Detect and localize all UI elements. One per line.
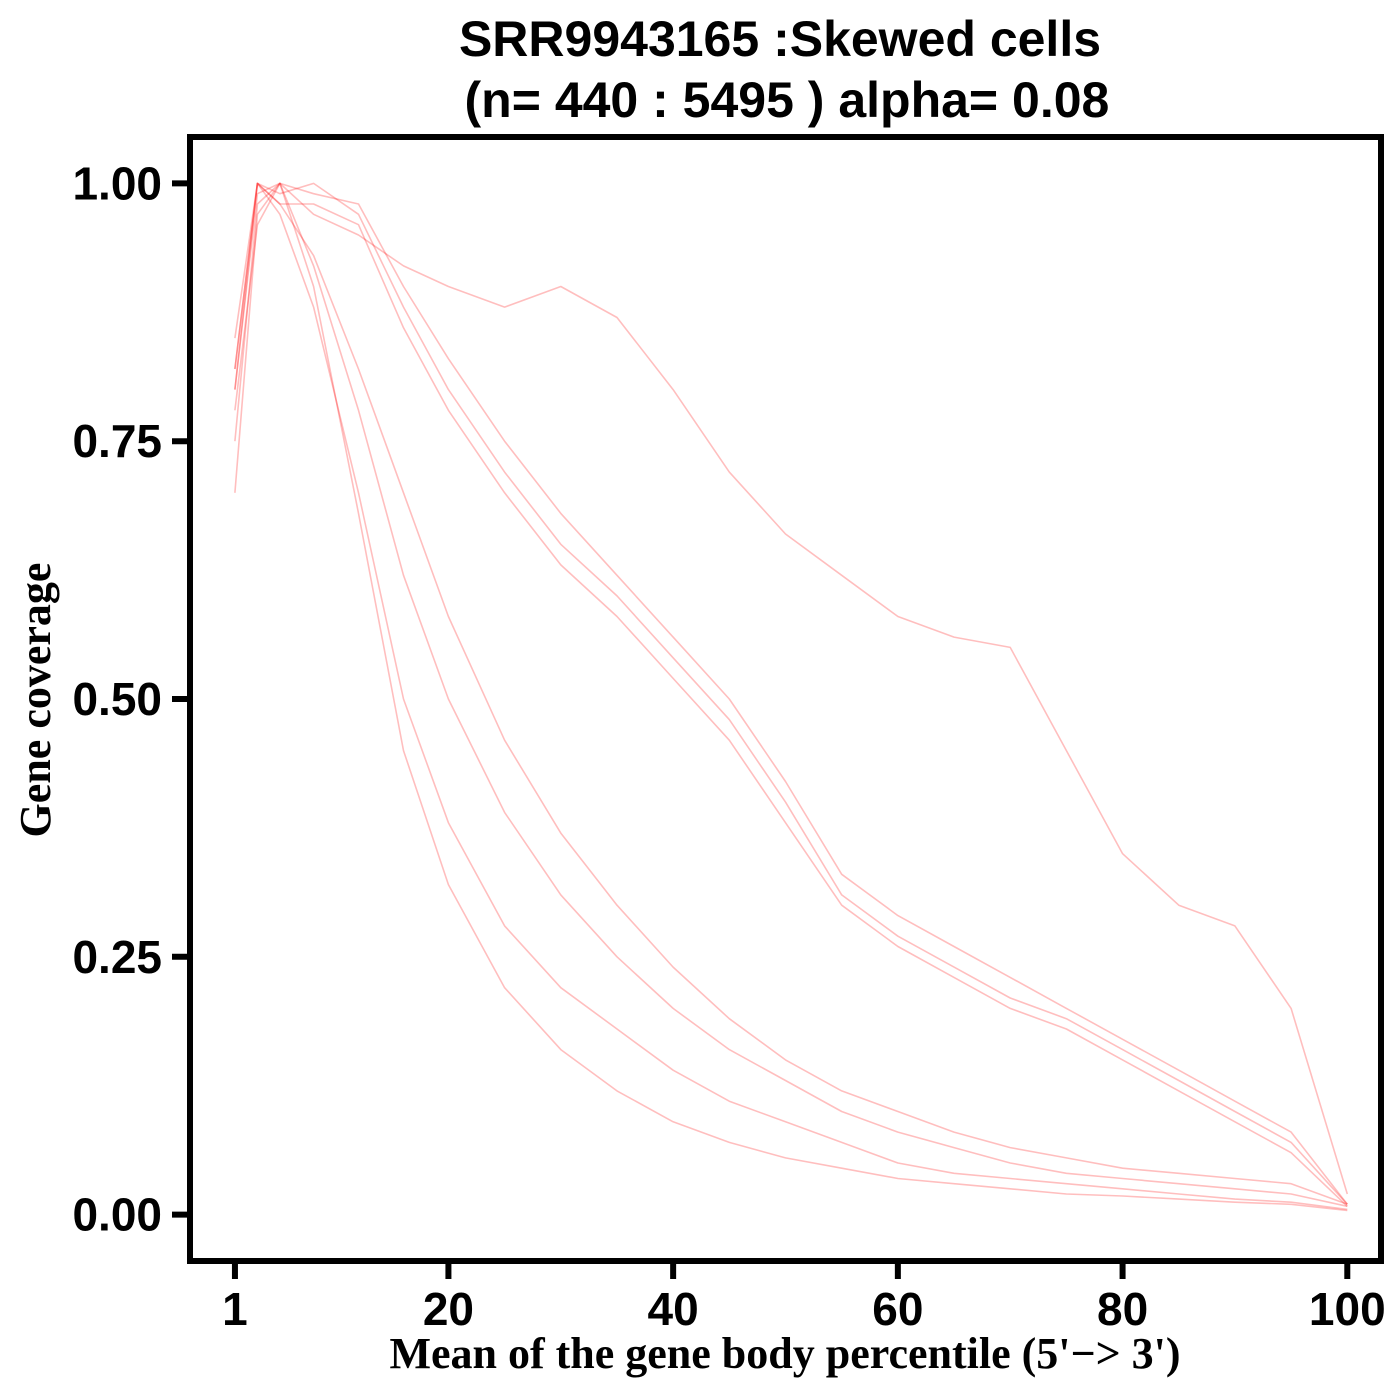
y-tick-label: 0.25 [72,931,162,983]
x-tick-label: 60 [872,1283,923,1335]
coverage-line-late-decay-5 [234,182,1348,1205]
y-tick-label: 1.00 [72,157,162,209]
x-tick-label: 1 [222,1283,248,1335]
coverage-line-early-decay-2 [234,182,1348,1208]
coverage-line-outlier-8 [234,182,1349,1195]
coverage-line-early-decay-4 [234,182,1348,1206]
x-axis: 1 20 40 60 80 100 [222,1261,1386,1335]
chart-title-line-2: (n= 440 : 5495 ) alpha= 0.08 [451,72,1110,128]
coverage-line-early-decay-3 [234,182,1348,1212]
x-tick-label: 40 [648,1283,699,1335]
coverage-line-late-decay-6 [234,182,1348,1205]
y-tick-label: 0.50 [72,673,162,725]
y-tick-label: 0.00 [72,1189,162,1241]
coverage-line-early-decay-1 [234,182,1348,1211]
y-axis-label: Gene coverage [11,563,60,838]
x-tick-label: 20 [423,1283,474,1335]
y-tick-label: 0.75 [72,415,162,467]
x-axis-label: Mean of the gene body percentile (5'−> 3… [389,1329,1180,1378]
chart-title-line-1: SRR9943165 :Skewed cells [459,11,1101,67]
y-axis: 0.00 0.25 0.50 0.75 1.00 [72,157,190,1241]
coverage-line-late-decay-7 [234,182,1348,1207]
x-tick-label: 80 [1097,1283,1148,1335]
coverage-lines [234,182,1349,1212]
plot-frame [187,134,1384,1264]
x-tick-label: 100 [1309,1283,1386,1335]
